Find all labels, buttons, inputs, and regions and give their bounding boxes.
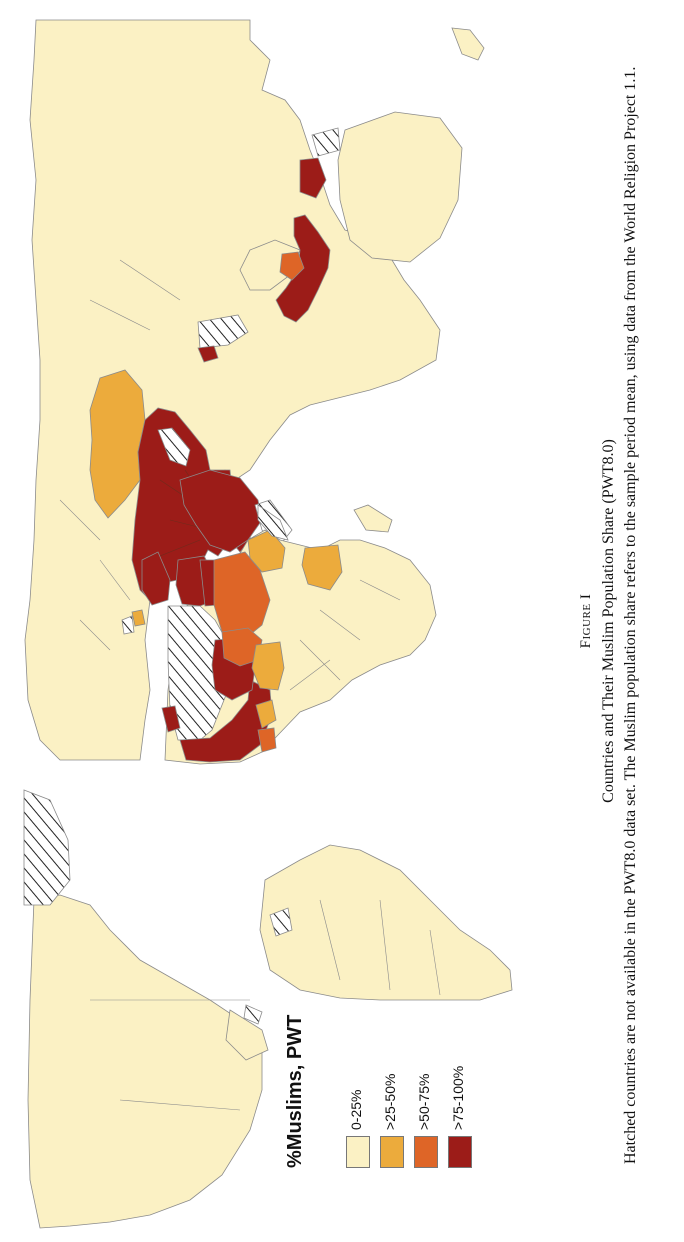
turkey: [141, 551, 171, 606]
madagascar: [353, 504, 393, 533]
bangladesh: [197, 345, 219, 363]
somalia-hatched: [257, 504, 289, 541]
caspian-hatched: [157, 427, 191, 467]
new-zealand: [451, 27, 485, 61]
malaysia: [279, 251, 305, 281]
myanmar-hatched: [197, 314, 249, 349]
papua-region: [299, 157, 327, 199]
cuba-hatched: [243, 1004, 263, 1025]
tanzania: [301, 544, 343, 591]
west-africa-orange: [251, 641, 285, 691]
albania: [131, 609, 146, 627]
figure-title: Countries and Their Muslim Population Sh…: [600, 439, 617, 803]
senegal-region: [255, 699, 277, 729]
guinea-region: [257, 727, 277, 753]
australia: [337, 111, 463, 263]
figure-note: Hatched countries are not available in t…: [622, 66, 639, 1164]
country-borders: [59, 259, 441, 1111]
guyana-suriname-hatched: [269, 907, 293, 937]
bosnia-hatched: [121, 615, 135, 635]
libya-hatched: [167, 605, 233, 741]
timor-hatched: [311, 127, 341, 157]
north-america: [27, 894, 263, 1229]
figure-label: Figure I: [578, 593, 594, 649]
tunisia: [161, 705, 181, 733]
south-america: [259, 844, 513, 1001]
southeast-asia: [239, 239, 301, 291]
greenland-hatched: [23, 789, 71, 906]
afghanistan-border: [149, 469, 211, 561]
central-america: [225, 1009, 269, 1061]
kazakhstan: [89, 369, 146, 519]
